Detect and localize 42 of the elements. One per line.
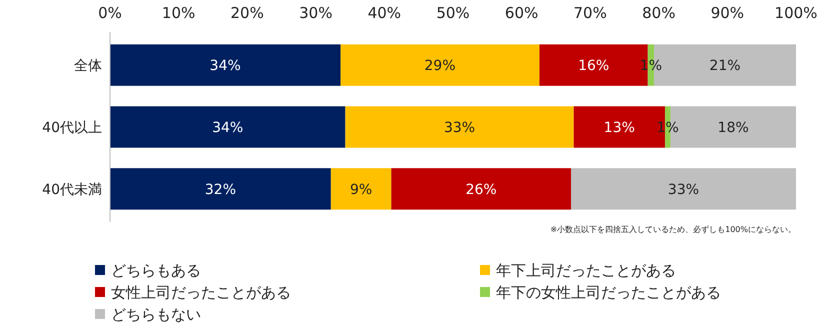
data-label: 26%: [466, 182, 497, 198]
y-tick-label: 40代未満: [42, 182, 102, 198]
legend-label: 年下上司だったことがある: [496, 261, 676, 280]
bar: [340, 44, 540, 86]
legend-label: どちらもない: [111, 305, 201, 324]
data-label: 1%: [656, 120, 679, 136]
data-label: 9%: [350, 182, 372, 198]
data-label: 13%: [604, 120, 635, 136]
data-label: 33%: [668, 182, 700, 198]
x-tick-label: 10%: [162, 4, 196, 22]
data-label: 33%: [444, 120, 476, 136]
data-label: 18%: [718, 120, 749, 136]
x-tick-label: 60%: [504, 4, 538, 22]
text: ※小数点以下を四捨五入しているため、必ずしも100%にならない。: [550, 225, 796, 234]
bar: [330, 168, 392, 210]
x-tick-label: 0%: [98, 4, 122, 22]
bar: [110, 106, 346, 148]
data-label: 34%: [212, 120, 244, 136]
legend-label: どちらもある: [111, 261, 201, 280]
x-tick-label: 70%: [574, 4, 607, 22]
legend-label: 年下の女性上司だったことがある: [496, 283, 721, 302]
bar: [570, 168, 796, 210]
legend-label: 女性上司だったことがある: [111, 283, 291, 302]
data-label: 21%: [709, 58, 741, 74]
bar: [110, 168, 331, 210]
x-tick-label: 20%: [230, 4, 264, 22]
data-label: 1%: [640, 58, 662, 74]
data-label: 16%: [578, 58, 610, 74]
data-label: 32%: [204, 182, 236, 198]
bar: [391, 168, 571, 210]
x-tick-label: 90%: [710, 4, 744, 22]
data-label: 34%: [210, 58, 241, 74]
bar: [345, 106, 574, 148]
data-label: 29%: [424, 58, 456, 74]
x-tick-label: 80%: [642, 4, 676, 22]
y-tick-label: 40代以上: [42, 120, 102, 136]
x-tick-label: 40%: [368, 4, 402, 22]
y-tick-label: 全体: [74, 58, 102, 74]
bar: [110, 44, 340, 86]
x-tick-label: 30%: [299, 4, 332, 22]
x-tick-label: 50%: [436, 4, 470, 22]
x-tick-label: 100%: [774, 4, 818, 22]
